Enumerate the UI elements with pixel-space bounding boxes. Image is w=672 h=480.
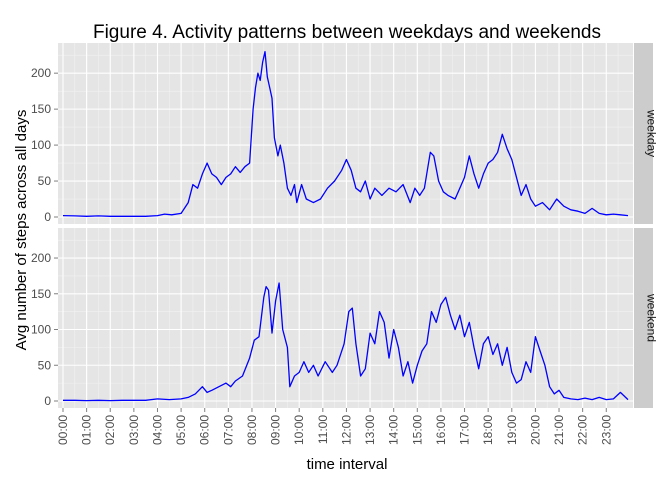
y-tick-label: 0	[44, 394, 51, 408]
x-tick-label: 13:00	[363, 415, 377, 445]
y-tick-label: 150	[31, 102, 51, 116]
x-tick-label: 02:00	[103, 415, 117, 445]
x-tick-label: 17:00	[458, 415, 472, 445]
facet-strip	[634, 43, 653, 224]
x-tick-label: 07:00	[221, 415, 235, 445]
y-tick-label: 200	[31, 251, 51, 265]
x-tick-label: 12:00	[339, 415, 353, 445]
series-line-weekday	[62, 50, 629, 217]
facet-strip	[634, 228, 653, 408]
y-tick-label: 150	[31, 287, 51, 301]
x-tick-label: 01:00	[80, 415, 94, 445]
x-tick-label: 23:00	[599, 415, 613, 445]
y-tick-label: 100	[31, 138, 51, 152]
facet-label: weekday	[645, 109, 659, 157]
x-tick-label: 06:00	[198, 415, 212, 445]
x-tick-label: 03:00	[127, 415, 141, 445]
panel-background	[58, 43, 633, 224]
x-tick-label: 04:00	[150, 415, 164, 445]
y-axis-title: Avg number of steps across all days	[13, 110, 30, 351]
x-tick-label: 22:00	[576, 415, 590, 445]
x-tick-label: 16:00	[434, 415, 448, 445]
x-tick-label: 20:00	[528, 415, 542, 445]
x-tick-label: 15:00	[410, 415, 424, 445]
x-tick-label: 19:00	[505, 415, 519, 445]
panel-background	[58, 228, 633, 408]
x-tick-label: 00:00	[56, 415, 70, 445]
x-tick-label: 21:00	[552, 415, 566, 445]
x-tick-label: 11:00	[316, 415, 330, 444]
series-line-weekend	[63, 282, 629, 402]
chart-title: Figure 4. Activity patterns between week…	[93, 22, 601, 43]
y-tick-label: 200	[31, 66, 51, 80]
x-tick-label: 10:00	[292, 415, 306, 445]
facet-label: weekend	[645, 293, 659, 342]
x-tick-label: 05:00	[174, 415, 188, 445]
y-tick-label: 0	[44, 210, 51, 224]
x-tick-label: 14:00	[387, 415, 401, 445]
x-axis-title: time interval	[307, 456, 388, 473]
y-tick-label: 50	[38, 358, 52, 372]
x-tick-label: 09:00	[269, 415, 283, 445]
y-tick-label: 100	[31, 323, 51, 337]
x-tick-label: 18:00	[481, 415, 495, 445]
y-tick-label: 50	[38, 174, 52, 188]
x-tick-label: 08:00	[245, 415, 259, 445]
